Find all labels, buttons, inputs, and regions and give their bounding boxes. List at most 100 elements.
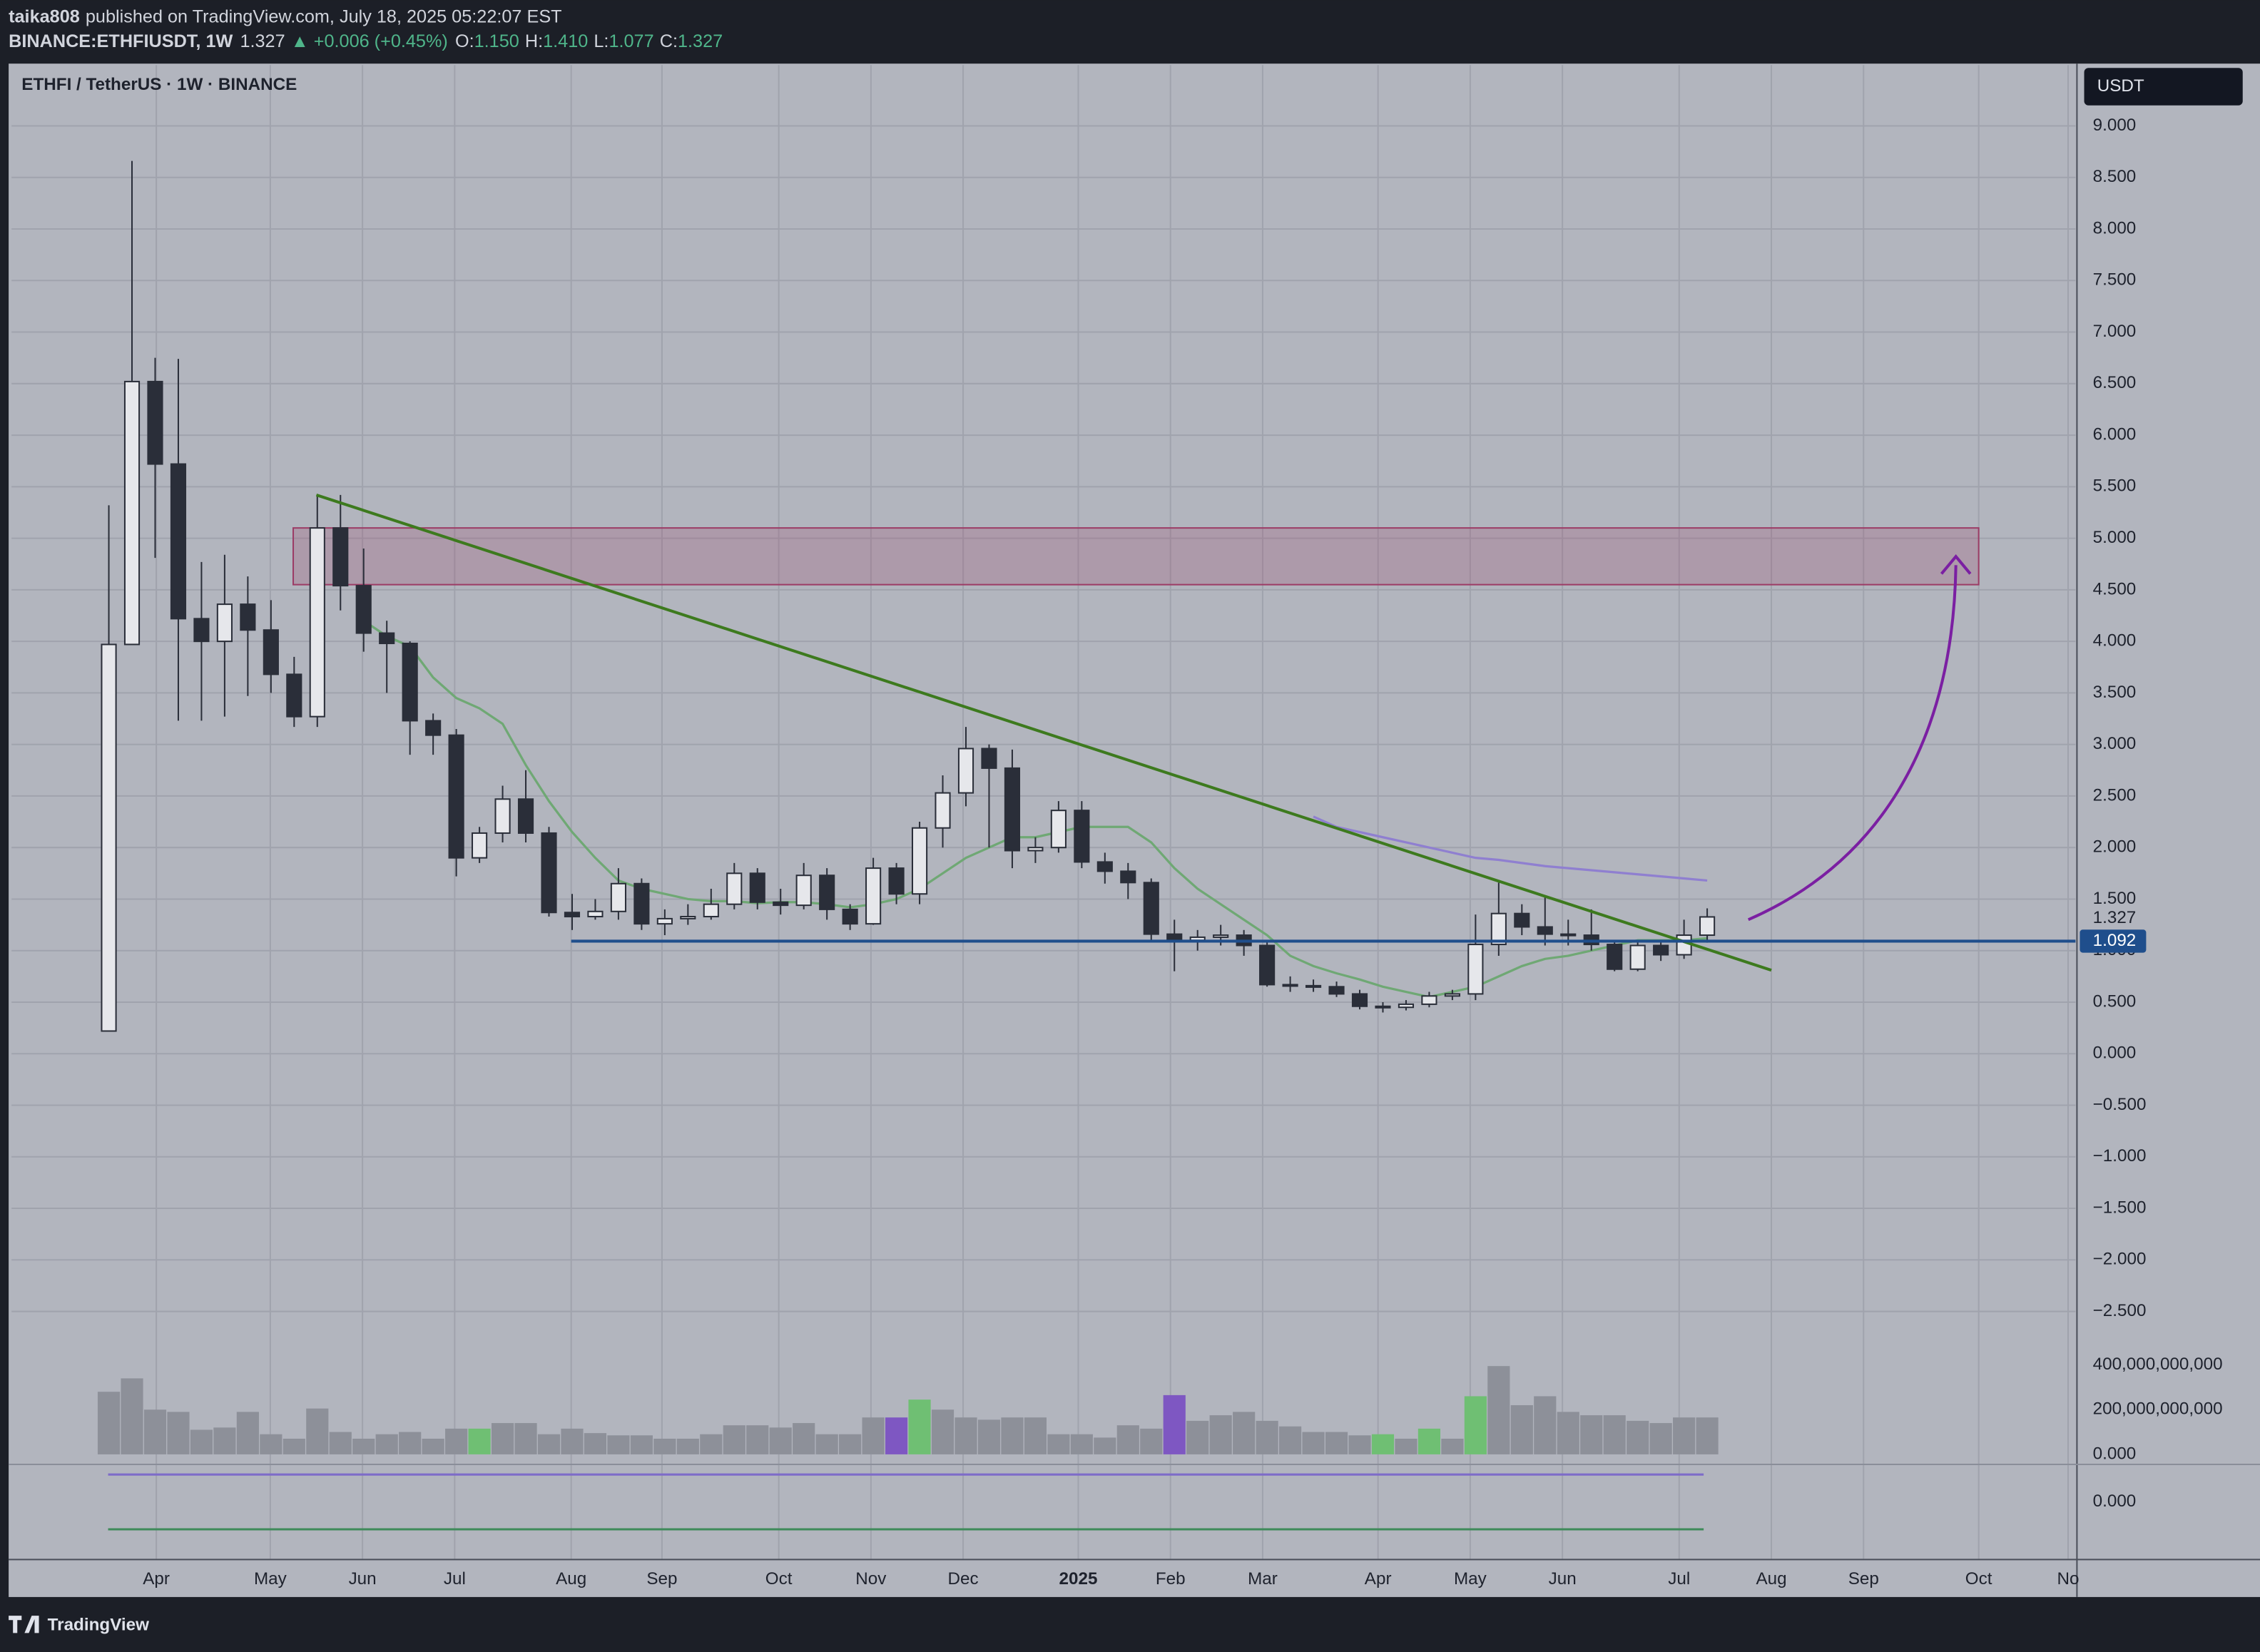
- y-tick-label: 0.000: [2093, 1044, 2137, 1063]
- volume-bar: [399, 1432, 422, 1454]
- volume-bar: [561, 1428, 584, 1454]
- volume-tick-label: 400,000,000,000: [2093, 1355, 2223, 1374]
- volume-bar: [630, 1435, 653, 1454]
- grid: [11, 65, 2076, 1560]
- x-tick-label: May: [1454, 1569, 1487, 1589]
- y-tick-label: 5.500: [2093, 476, 2137, 496]
- y-tick-label: 4.000: [2093, 631, 2137, 651]
- volume-bar: [329, 1432, 352, 1454]
- logo-mark: [9, 1616, 39, 1633]
- volume-bar: [375, 1434, 398, 1454]
- resistance-zone: [292, 527, 1980, 586]
- candle-body: [749, 872, 765, 903]
- volume-bar: [1627, 1420, 1649, 1454]
- candle-body: [517, 798, 534, 834]
- volume-bar: [676, 1438, 699, 1454]
- volume-bar: [885, 1417, 908, 1454]
- change: ▲ +0.006 (+0.45%): [291, 31, 448, 51]
- y-tick-label: −1.000: [2093, 1146, 2147, 1166]
- volume-bar: [653, 1438, 676, 1454]
- x-tick-label: Jun: [349, 1569, 377, 1589]
- candle-body: [795, 875, 812, 907]
- volume-bar: [1001, 1417, 1024, 1454]
- y-tick-label: −0.500: [2093, 1095, 2147, 1114]
- candle-body: [1398, 1003, 1415, 1009]
- candle-body: [1213, 934, 1229, 938]
- candle-body: [587, 910, 604, 918]
- volume-bar: [1163, 1394, 1186, 1454]
- volume-bar: [1603, 1415, 1626, 1454]
- candle-body: [494, 798, 511, 834]
- volume-bar: [1256, 1420, 1278, 1454]
- candle-body: [1467, 944, 1484, 995]
- y-tick-label: 5.000: [2093, 528, 2137, 547]
- candle-body: [1004, 767, 1021, 852]
- volume-bar: [815, 1434, 838, 1454]
- y-tick-label: 8.000: [2093, 218, 2137, 238]
- x-tick-label: Dec: [948, 1569, 979, 1589]
- volume-bar: [746, 1425, 769, 1454]
- last-price: 1.327: [240, 31, 285, 51]
- candle-body: [610, 882, 626, 912]
- x-tick-label: May: [254, 1569, 287, 1589]
- y-tick-label: 0.500: [2093, 991, 2137, 1011]
- volume-bar: [213, 1427, 236, 1454]
- volume-bar: [1325, 1432, 1348, 1454]
- candle-body: [1328, 986, 1345, 995]
- volume-bar: [352, 1438, 375, 1454]
- candle-body: [1560, 933, 1577, 937]
- candle-body: [240, 603, 256, 631]
- candle-body: [1027, 847, 1044, 852]
- volume-bar: [1464, 1396, 1487, 1454]
- volume-bar: [1696, 1417, 1719, 1454]
- candle-body: [355, 585, 372, 634]
- volume-bar: [1348, 1435, 1371, 1454]
- last-price-label: 1.327: [2093, 908, 2137, 927]
- candle-body: [1120, 870, 1136, 884]
- volume-bar: [491, 1423, 514, 1454]
- candle-body: [1537, 926, 1553, 935]
- x-tick-label: Sep: [1848, 1569, 1879, 1589]
- candle-body: [703, 903, 719, 918]
- volume-tick-label: 200,000,000,000: [2093, 1399, 2223, 1419]
- ohlc-label: O:: [455, 31, 474, 51]
- volume-bar: [1116, 1425, 1139, 1454]
- candle-body: [842, 908, 858, 925]
- volume-bar: [955, 1417, 977, 1454]
- volume-bar: [514, 1423, 537, 1454]
- volume-bar: [1417, 1428, 1441, 1454]
- x-tick-label: Oct: [765, 1569, 793, 1589]
- candle-body: [379, 632, 395, 645]
- candle-body: [1676, 934, 1692, 956]
- candle-body: [680, 916, 696, 919]
- candle-body: [935, 792, 951, 829]
- volume-bar: [236, 1412, 259, 1454]
- y-tick-label: 7.000: [2093, 322, 2137, 341]
- volume-bar: [97, 1392, 121, 1454]
- y-tick-label: −2.000: [2093, 1250, 2147, 1269]
- plot: [97, 160, 2076, 1454]
- candle-body: [541, 832, 557, 914]
- candle-body: [1444, 993, 1460, 997]
- volume-bar: [1140, 1428, 1163, 1454]
- candle-body: [286, 673, 302, 718]
- volume-bar: [931, 1409, 955, 1454]
- x-tick-label: Aug: [556, 1569, 586, 1589]
- currency-box: [2084, 68, 2243, 106]
- volume-bar: [190, 1429, 213, 1454]
- candle-body: [911, 827, 928, 895]
- candle-body: [1421, 995, 1437, 1005]
- y-tick-label: 3.500: [2093, 683, 2137, 702]
- volume-bar: [1047, 1434, 1070, 1454]
- volume-bar: [1441, 1438, 1464, 1454]
- x-tick-label: Mar: [1248, 1569, 1278, 1589]
- candle-body: [425, 720, 442, 736]
- y-tick-label: 2.500: [2093, 785, 2137, 805]
- candle-body: [1143, 882, 1159, 935]
- author: taika808: [9, 6, 80, 26]
- candle-body: [193, 618, 210, 643]
- candle-body: [1514, 912, 1530, 928]
- candle-body: [564, 912, 581, 918]
